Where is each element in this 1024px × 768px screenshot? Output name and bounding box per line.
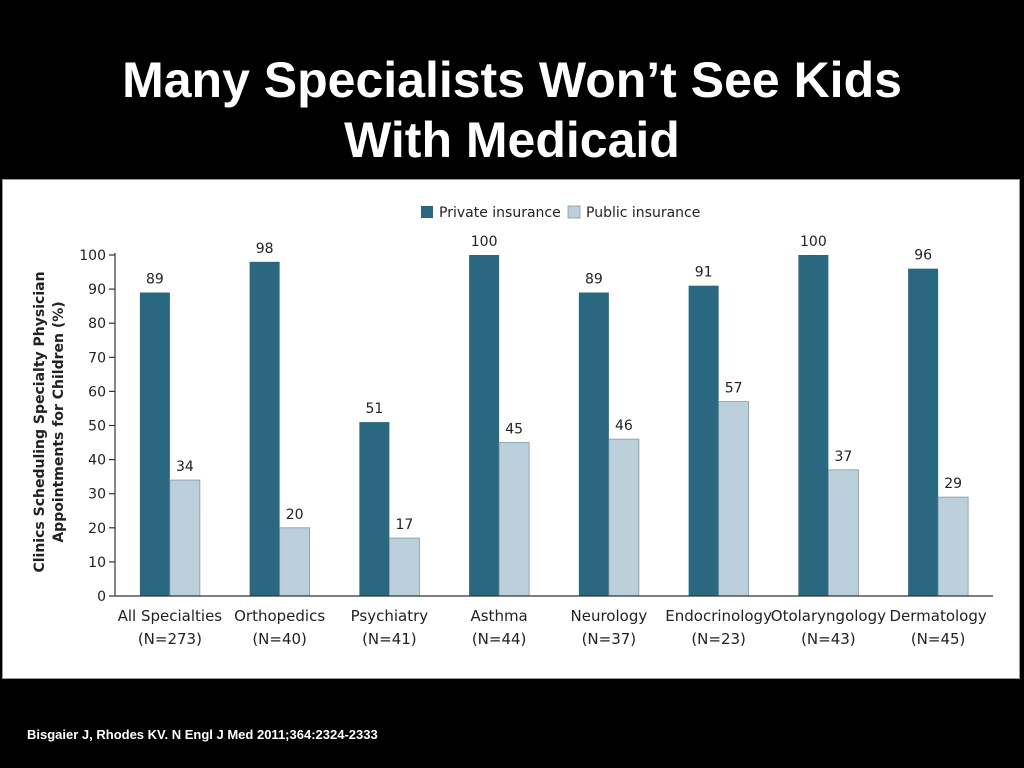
bar-public-4	[608, 438, 640, 597]
x-tick-sublabel-1: (N=40)	[252, 630, 307, 648]
y-tick-label: 30	[88, 487, 106, 503]
citation: Bisgaier J, Rhodes KV. N Engl J Med 2011…	[27, 727, 378, 742]
bar-public-2	[388, 537, 420, 597]
slide-title: Many Specialists Won’t See Kids With Med…	[0, 50, 1024, 170]
x-tick-label-7: Dermatology	[889, 607, 986, 625]
data-label-private-3: 100	[471, 234, 498, 250]
bar-public-1	[279, 527, 311, 597]
bar-public-0	[169, 479, 201, 597]
legend-swatch-private	[421, 206, 433, 218]
y-tick-label: 70	[88, 350, 106, 366]
data-label-private-5: 91	[695, 265, 713, 281]
y-axis: 0 10 20 30 40 50 60 70 80 90 100	[79, 248, 116, 605]
data-label-public-1: 20	[286, 507, 304, 523]
y-tick-label: 0	[97, 589, 106, 605]
bar-public-3	[498, 442, 530, 597]
bar-chart: Private insurance Public insurance Clini…	[32, 205, 993, 648]
slide-title-line-1: Many Specialists Won’t See Kids	[122, 52, 902, 108]
y-tick-label: 40	[88, 453, 106, 469]
x-tick-sublabel-4: (N=37)	[582, 630, 637, 648]
bar-private-1	[249, 261, 280, 596]
x-axis: All Specialties (N=273) Orthopedics (N=40) P…	[115, 595, 993, 648]
x-tick-label-0: All Specialties	[118, 607, 223, 625]
bar-private-3	[469, 255, 500, 596]
data-label-public-0: 34	[176, 459, 194, 475]
y-axis-label-line-2: Appointments for Children (%)	[51, 301, 67, 542]
y-tick-label: 80	[88, 316, 106, 332]
bar-private-4	[578, 292, 609, 596]
legend-swatch-public	[567, 205, 581, 219]
bar-public-7	[937, 496, 969, 597]
data-label-private-0: 89	[146, 272, 164, 288]
data-label-public-6: 37	[834, 449, 852, 465]
bar-public-5	[718, 401, 750, 597]
chart-panel: Private insurance Public insurance Clini…	[2, 179, 1020, 679]
y-axis-label-line-1: Clinics Scheduling Specialty Physician	[32, 271, 48, 572]
legend-label-public: Public insurance	[586, 205, 700, 221]
y-tick-label: 100	[79, 248, 106, 264]
x-tick-label-5: Endocrinology	[665, 607, 772, 625]
x-tick-sublabel-6: (N=43)	[801, 630, 856, 648]
x-tick-sublabel-3: (N=44)	[472, 630, 527, 648]
x-tick-label-4: Neurology	[571, 607, 648, 625]
data-label-public-7: 29	[944, 476, 962, 492]
bar-public-6	[827, 469, 859, 597]
data-label-private-6: 100	[800, 234, 827, 250]
slide-title-line-2: With Medicaid	[344, 112, 680, 168]
data-label-public-3: 45	[505, 422, 523, 438]
data-label-private-4: 89	[585, 272, 603, 288]
legend: Private insurance Public insurance	[421, 205, 700, 221]
bar-private-7	[908, 268, 939, 596]
x-tick-label-2: Psychiatry	[351, 607, 429, 625]
legend-label-private: Private insurance	[439, 205, 561, 221]
x-tick-sublabel-5: (N=23)	[691, 630, 746, 648]
data-label-private-7: 96	[914, 248, 932, 264]
bars: 89 34 98 20 51 17 100 45 89 46 91 57 100 37 96 29	[139, 234, 969, 597]
x-tick-sublabel-7: (N=45)	[911, 630, 966, 648]
data-label-private-2: 51	[365, 401, 383, 417]
bar-private-6	[798, 255, 829, 596]
x-tick-label-6: Otolaryngology	[771, 607, 886, 625]
y-tick-label: 60	[88, 384, 106, 400]
x-tick-label-3: Asthma	[470, 607, 527, 625]
bar-private-0	[139, 292, 170, 596]
y-tick-label: 50	[88, 419, 106, 435]
x-tick-sublabel-2: (N=41)	[362, 630, 417, 648]
bar-private-2	[359, 422, 390, 596]
y-tick-label: 90	[88, 282, 106, 298]
data-label-public-5: 57	[725, 381, 743, 397]
x-tick-label-1: Orthopedics	[234, 607, 325, 625]
data-label-public-4: 46	[615, 418, 633, 434]
y-tick-label: 20	[88, 521, 106, 537]
data-label-public-2: 17	[395, 517, 413, 533]
y-tick-label: 10	[88, 555, 106, 571]
data-label-private-1: 98	[256, 241, 274, 257]
x-tick-sublabel-0: (N=273)	[138, 630, 202, 648]
bar-private-5	[688, 285, 719, 596]
